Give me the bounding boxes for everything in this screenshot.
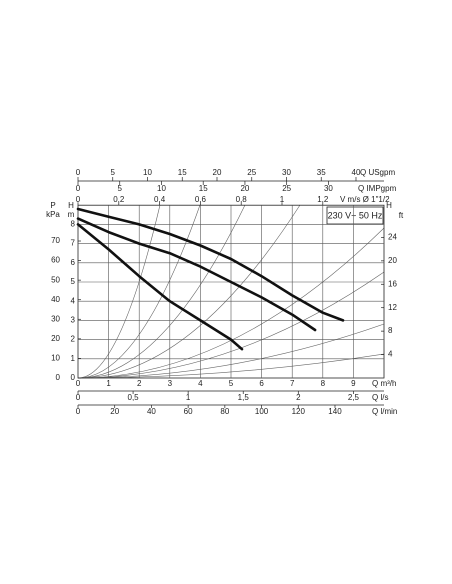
axis-label: Q l/s <box>372 393 388 402</box>
axis-label: P <box>50 201 55 210</box>
tick-label: 60 <box>184 407 193 416</box>
tick-label: 1 <box>280 195 285 204</box>
tick-label: 0,8 <box>236 195 248 204</box>
tick-label: 0,5 <box>128 393 140 402</box>
x-tick-label: 0 <box>76 379 81 388</box>
tick-label: 40 <box>147 407 156 416</box>
tick-label: 5 <box>118 184 123 193</box>
axis-label: Q USgpm <box>360 168 395 177</box>
y-label: H <box>68 201 74 210</box>
tick-label: 0,2 <box>113 195 125 204</box>
x-tick-label: 3 <box>168 379 173 388</box>
annotation-box <box>326 206 384 225</box>
tick-label: 20 <box>110 407 119 416</box>
tick-label: 20 <box>240 184 249 193</box>
tick-label: 30 <box>324 184 333 193</box>
tick-label: 1 <box>186 393 191 402</box>
annotation: 230 V~ 50 Hz <box>328 210 383 220</box>
tick-label: 0 <box>76 393 81 402</box>
y-tick-label: 1 <box>71 354 76 363</box>
tick-label: 0 <box>76 168 81 177</box>
x-tick-label: 6 <box>259 379 264 388</box>
tick-label: 50 <box>51 275 60 284</box>
tick-label: 40 <box>352 168 361 177</box>
tick-label: 40 <box>51 295 60 304</box>
tick-label: 30 <box>51 314 60 323</box>
tick-label: 4 <box>388 350 393 359</box>
tick-label: 0 <box>76 184 81 193</box>
axis-label: V m/s Ø 1"1/2 <box>340 195 390 204</box>
tick-label: 35 <box>317 168 326 177</box>
axis-unit: ft <box>399 211 404 220</box>
x-tick-label: 9 <box>351 379 356 388</box>
tick-label: 20 <box>51 334 60 343</box>
y-tick-label: 5 <box>71 277 76 286</box>
pump-curve <box>76 207 345 322</box>
y-tick-label: 4 <box>71 296 76 305</box>
tick-label: 15 <box>178 168 187 177</box>
tick-label: 25 <box>282 184 291 193</box>
tick-label: 10 <box>143 168 152 177</box>
system-curve <box>77 204 246 379</box>
tick-label: 24 <box>388 233 397 242</box>
axis-label: Q l/min <box>372 407 397 416</box>
tick-label: 15 <box>199 184 208 193</box>
tick-label: 20 <box>388 256 397 265</box>
x-tick-label: 1 <box>106 379 111 388</box>
tick-label: 60 <box>51 256 60 265</box>
x-tick-label: 8 <box>321 379 326 388</box>
x-tick-label: 7 <box>290 379 295 388</box>
tick-label: 0 <box>76 407 81 416</box>
tick-label: 2,5 <box>348 393 360 402</box>
x-tick-label: 2 <box>137 379 142 388</box>
tick-label: 140 <box>328 407 342 416</box>
tick-label: 0 <box>76 195 81 204</box>
tick-label: 0 <box>56 373 61 382</box>
axis-label: H <box>386 201 392 210</box>
tick-label: 16 <box>388 279 397 288</box>
tick-label: 5 <box>111 168 116 177</box>
y-tick-label: 7 <box>71 239 76 248</box>
x-label: Q m³/h <box>372 379 396 388</box>
axis-label: Q IMPgpm <box>358 184 397 193</box>
tick-label: 12 <box>388 303 397 312</box>
axis-unit: kPa <box>46 210 60 219</box>
tick-label: 1,5 <box>238 393 250 402</box>
y-tick-label: 0 <box>71 373 76 382</box>
tick-label: 10 <box>51 354 60 363</box>
pump-curve <box>76 217 317 332</box>
tick-label: 70 <box>51 236 60 245</box>
tick-label: 20 <box>213 168 222 177</box>
tick-label: 2 <box>296 393 301 402</box>
x-tick-label: 5 <box>229 379 234 388</box>
tick-label: 25 <box>247 168 256 177</box>
y-tick-label: 3 <box>71 316 76 325</box>
tick-label: 10 <box>157 184 166 193</box>
system-curve <box>77 204 301 379</box>
y-tick-label: 2 <box>71 335 76 344</box>
y-tick-label: 8 <box>71 220 76 229</box>
pump-curve <box>76 223 244 351</box>
tick-label: 80 <box>220 407 229 416</box>
x-tick-label: 4 <box>198 379 203 388</box>
tick-label: 0,6 <box>195 195 207 204</box>
tick-label: 120 <box>292 407 306 416</box>
tick-label: 30 <box>282 168 291 177</box>
y-tick-label: 6 <box>71 258 76 267</box>
tick-label: 0,4 <box>154 195 166 204</box>
system-curve <box>77 204 161 379</box>
tick-label: 100 <box>255 407 269 416</box>
y-unit: m <box>68 210 75 219</box>
tick-label: 1,2 <box>317 195 329 204</box>
tick-label: 8 <box>388 326 393 335</box>
